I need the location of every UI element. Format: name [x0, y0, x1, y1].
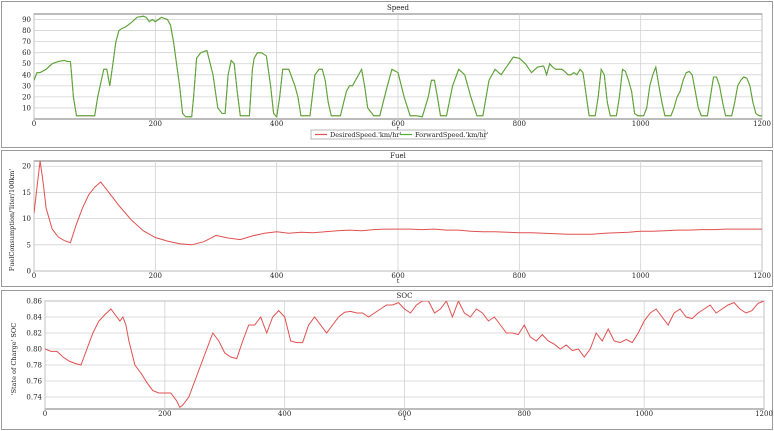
x-tick-label: 0 [32, 272, 36, 280]
x-tick-label: 1200 [753, 120, 771, 128]
series-line-forwardspeedkmhr [34, 15, 762, 118]
y-axis-label: 'State of Charge' SOC [10, 323, 18, 395]
y-tick-label: 0 [27, 268, 31, 276]
y-tick-label: 70 [22, 38, 31, 46]
x-tick-label: 1000 [632, 272, 650, 280]
y-tick-label: 10 [22, 104, 31, 112]
y-tick-label: 0.74 [26, 394, 42, 402]
x-tick-label: 800 [513, 272, 526, 280]
y-tick-label: 0.76 [26, 378, 42, 386]
y-tick-label: 0.80 [26, 346, 42, 354]
x-tick-label: 1200 [755, 410, 773, 418]
x-tick-label: 400 [270, 272, 283, 280]
y-tick-label: 20 [22, 163, 31, 171]
y-tick-label: 15 [22, 189, 31, 197]
y-tick-label: 0.84 [26, 314, 42, 322]
x-axis-label: t [397, 125, 400, 133]
chart-title: Speed [387, 4, 410, 12]
chart-2: 0 200 400 600 800 1000 1200 0.74 0.76 0.78 0.80 0.8… [1, 290, 773, 430]
x-axis-label: t [403, 414, 406, 422]
x-tick-label: 1000 [632, 120, 650, 128]
y-tick-label: 60 [22, 49, 31, 57]
x-tick-label: 600 [391, 120, 404, 128]
series-line-0 [45, 301, 764, 409]
x-tick-label: 200 [158, 410, 171, 418]
chart-0: 0 200 400 600 800 1000 1200 10 20 30 40 50 60 70 80 90 S… [1, 1, 773, 148]
y-tick-label: 0.82 [26, 330, 42, 338]
legend-label: DesiredSpeed.'km/hr' [330, 131, 401, 139]
chart-1: 0 200 400 600 800 1000 1200 0 5 10 15 20 Fuel t FuelCo… [1, 150, 773, 287]
x-tick-label: 200 [149, 272, 162, 280]
x-tick-label: 1200 [753, 272, 771, 280]
x-tick-label: 800 [513, 120, 526, 128]
y-tick-label: 0.86 [26, 298, 42, 306]
x-tick-label: 400 [278, 410, 291, 418]
x-tick-label: 600 [391, 272, 404, 280]
legend-label: ForwardSpeed.'km/hr' [415, 131, 489, 139]
chart-title: SOC [397, 292, 413, 300]
x-tick-label: 800 [518, 410, 531, 418]
x-tick-label: 0 [32, 120, 36, 128]
series-line-0 [34, 161, 762, 246]
x-tick-label: 0 [43, 410, 47, 418]
y-tick-label: 30 [22, 82, 31, 90]
chart-title: Fuel [390, 152, 407, 160]
legend-box [310, 129, 486, 140]
x-tick-label: 400 [270, 120, 283, 128]
y-tick-label: 5 [27, 241, 31, 249]
y-tick-label: 50 [22, 60, 31, 68]
y-tick-label: 40 [22, 71, 31, 79]
y-tick-label: 0.78 [26, 362, 42, 370]
y-axis-label: FuelConsumption/'liter/100km' [8, 169, 16, 272]
x-tick-label: 1000 [635, 410, 653, 418]
y-tick-label: 10 [22, 215, 31, 223]
y-tick-label: 20 [22, 93, 31, 101]
x-axis-label: t [397, 277, 400, 285]
y-tick-label: 90 [22, 16, 31, 24]
x-tick-label: 200 [149, 120, 162, 128]
y-tick-label: 80 [22, 27, 31, 35]
x-tick-label: 600 [398, 410, 411, 418]
